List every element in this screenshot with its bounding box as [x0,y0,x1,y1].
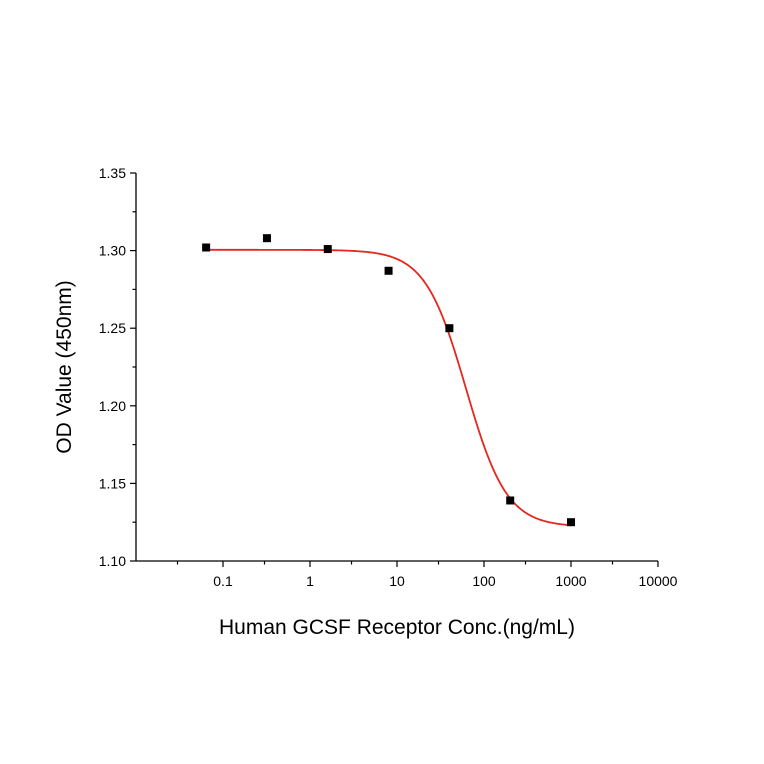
x-tick-label: 10000 [639,573,678,589]
y-tick-label: 1.20 [99,398,126,414]
x-tick-label: 10 [389,573,405,589]
fit-curve [206,248,572,527]
plot-series [202,234,575,527]
y-tick-label: 1.25 [99,320,126,336]
x-axis: 0.1 1 10 100 1000 10000 [136,560,678,589]
y-tick-label: 1.10 [99,553,126,569]
x-tick-label: 0.1 [213,573,233,589]
data-point-6 [567,518,575,527]
y-tick-label: 1.35 [99,165,126,181]
y-ticks: 1.10 1.15 1.20 1.25 1.30 1.35 [99,165,136,569]
y-axis-title: OD Value (450nm) [53,280,76,454]
x-ticks: 0.1 1 10 100 1000 10000 [213,561,678,589]
y-axis: 1.10 1.15 1.20 1.25 1.30 1.35 [99,165,137,569]
data-point-5 [506,496,515,505]
data-point-1 [262,234,271,243]
data-point-3 [384,266,393,275]
y-tick-label: 1.15 [99,475,126,491]
data-point-4 [445,324,454,333]
x-tick-label: 1 [306,573,314,589]
x-minor-ticks [176,561,614,565]
x-tick-label: 100 [472,573,496,589]
data-point-0 [202,243,211,252]
y-tick-label: 1.30 [99,243,126,259]
data-point-2 [323,245,332,254]
x-axis-title: Human GCSF Receptor Conc.(ng/mL) [219,616,575,639]
x-tick-label: 1000 [555,573,586,589]
